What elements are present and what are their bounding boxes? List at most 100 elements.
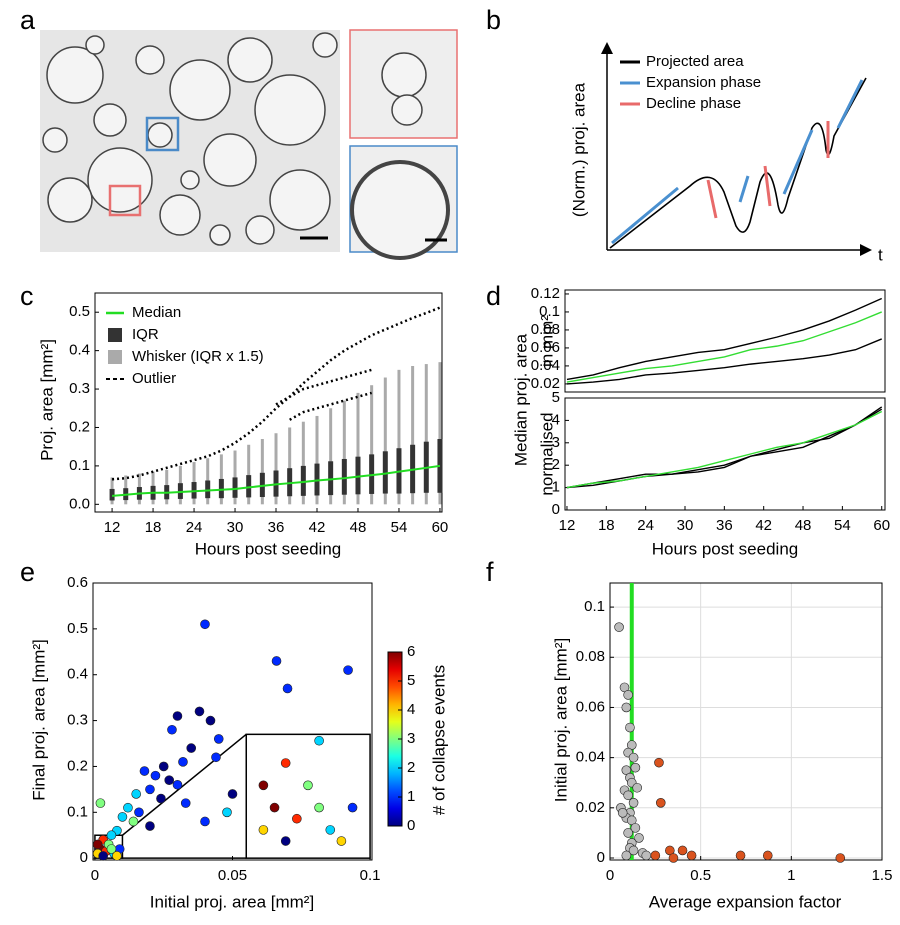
legend-label: IQR [132,326,159,343]
x-tick-label: 30 [227,519,244,536]
outlier-line [111,306,441,481]
point [167,724,177,735]
point [617,808,628,818]
legend-swatch [108,328,122,342]
y-tick-label: 0.2 [69,418,90,435]
y-tick-label: 0.3 [67,712,88,729]
iqr-box [355,456,361,495]
inset-point [325,825,336,835]
axis-label: normalised [537,412,556,495]
point [145,821,155,831]
y-tick-label: 0.1 [539,303,560,320]
legend-label: Outlier [132,370,176,387]
point [205,715,216,726]
point [630,762,641,773]
y-tick-label: 0.4 [69,342,90,359]
point [213,734,224,744]
point [200,816,210,827]
point [623,828,633,838]
point [211,752,221,763]
panel-label: a [20,5,36,35]
legend-label: Projected area [646,53,744,70]
y-tick-label: 0 [597,849,605,866]
point [677,845,688,856]
point [180,798,191,808]
whisker [288,427,292,505]
line [566,406,883,489]
iqr-box [205,480,211,499]
x-tick-label: 0 [91,867,99,884]
point [95,798,106,808]
axis-label: (Norm.) proj. area [569,82,588,217]
x-tick-label: 18 [145,519,162,536]
x-tick-label: 12 [104,519,121,536]
line [566,297,883,381]
y-tick-label: 0.02 [531,375,560,392]
x-tick-label: 24 [637,517,654,534]
y-tick-label: 0.1 [584,598,605,615]
outlier-line [275,368,372,406]
colorbar-tick-label: 5 [407,672,415,689]
point [117,812,128,822]
point [641,850,652,861]
y-tick-label: 0.1 [67,803,88,820]
axis-label: Average expansion factor [649,892,842,911]
point [128,816,139,827]
y-tick-label: 0.1 [69,457,90,474]
x-tick-label: 42 [309,519,326,536]
whisker [424,364,428,505]
point [735,850,746,861]
plot-frame [564,289,886,393]
point [106,830,117,841]
whisker [260,439,264,505]
median-line [111,464,441,497]
y-tick-label: 0.04 [531,357,560,374]
point [186,743,197,753]
inset-point [314,802,324,813]
point [98,851,108,861]
y-tick-label: 0.5 [67,620,88,637]
whisker [370,385,374,505]
colorbar-tick-label: 3 [407,730,415,747]
point [686,850,697,861]
axis-label: Hours post seeding [652,539,798,558]
inset-point [280,758,291,768]
colorbar-tick-label: 1 [407,788,415,805]
line [566,338,882,385]
y-tick-label: 3 [552,434,560,451]
y-tick-label: 0.02 [576,799,605,816]
y-tick-label: 4 [552,411,560,428]
colorbar-tick-label: 4 [407,701,415,718]
x-tick-label: 60 [873,517,890,534]
point [194,706,205,717]
x-tick-label: 54 [834,517,851,534]
iqr-box [341,458,347,495]
point [172,779,183,790]
whisker [315,415,319,505]
plot-frame [609,582,883,861]
point [178,757,188,767]
point [92,839,103,850]
x-tick-label: 18 [598,517,615,534]
point [156,793,166,804]
plot-frame [564,397,886,511]
point [222,807,232,818]
iqr-box [218,478,224,499]
y-tick-label: 0.04 [576,749,605,766]
inset-point [258,825,269,835]
point [650,850,661,861]
whisker [438,362,442,505]
y-tick-label: 0.5 [69,303,90,320]
colorbar-label: # of collapse events [429,665,448,815]
x-tick-label: 30 [677,517,694,534]
point [123,802,133,813]
inset-point [269,802,280,813]
plot-frame [92,582,373,861]
inset-point [347,802,358,813]
iqr-box [232,477,238,498]
point [614,622,624,632]
inset-point [292,813,302,824]
x-tick-label: 0.5 [690,867,711,884]
y-tick-label: 0.0 [69,495,90,512]
